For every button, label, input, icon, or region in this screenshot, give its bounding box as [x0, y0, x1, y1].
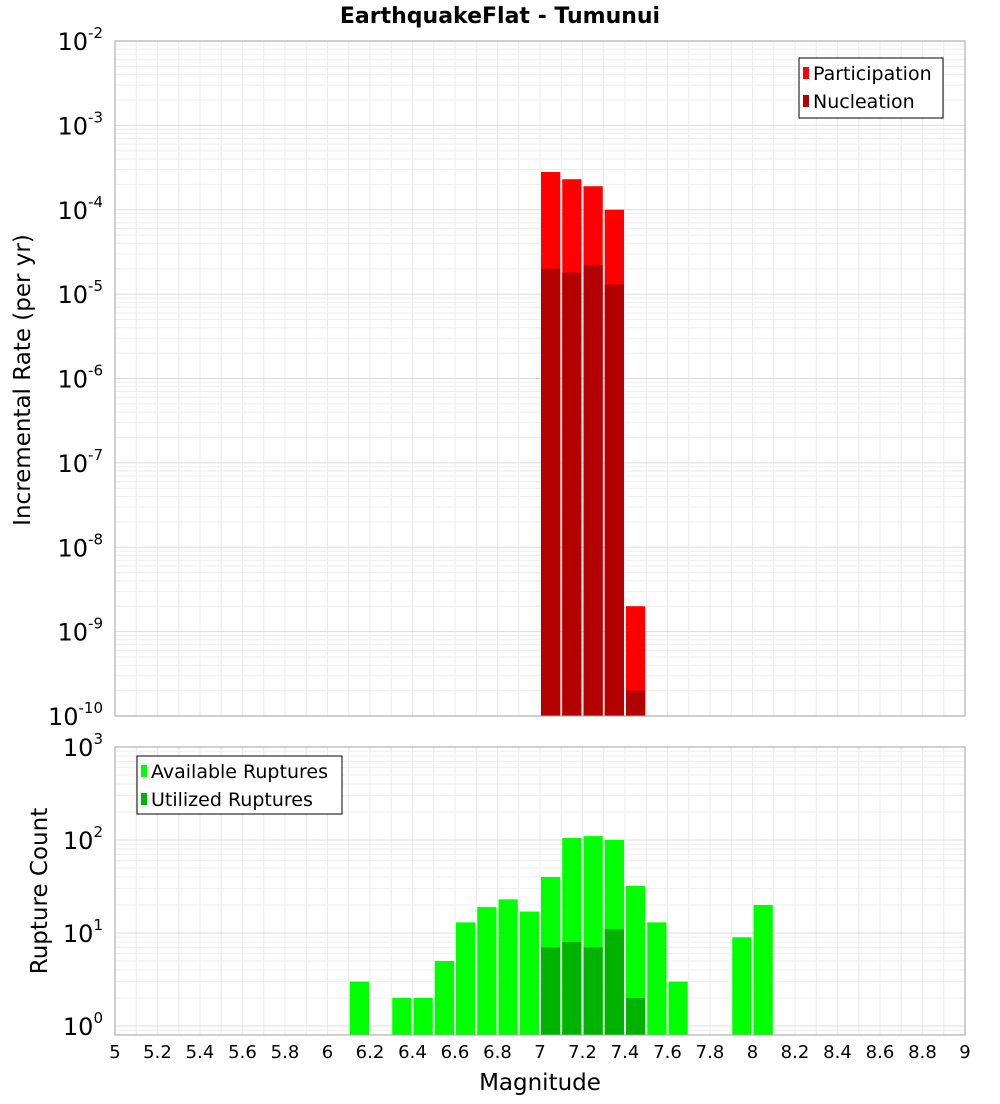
x-tick-label: 6.6 — [441, 1042, 470, 1063]
x-tick-label: 9 — [959, 1042, 970, 1063]
y-tick-label: 10-4 — [57, 193, 103, 225]
x-tick-label: 8.8 — [908, 1042, 937, 1063]
bar — [413, 997, 433, 1035]
y-tick-label: 10-2 — [57, 24, 103, 56]
bar — [626, 690, 646, 716]
y-tick-label: 10-8 — [57, 530, 103, 562]
bar — [562, 272, 582, 716]
y-tick-label: 10-6 — [57, 362, 103, 394]
bar — [626, 886, 646, 1035]
plot-panel-top: 10-10 10-9 10-8 10-7 10-6 10-5 10-4 10-3 10-2 Inc… — [10, 24, 966, 731]
x-tick-label: 5.8 — [271, 1042, 300, 1063]
bar — [626, 606, 646, 716]
bar — [604, 929, 624, 1035]
bar — [519, 911, 539, 1035]
legend-swatch — [803, 95, 809, 107]
x-tick-label: 7.4 — [611, 1042, 640, 1063]
plot-frame — [114, 40, 966, 717]
legend-box — [798, 57, 944, 119]
bar — [392, 997, 412, 1035]
legend-swatch — [141, 793, 147, 805]
bar — [541, 268, 561, 716]
series-nucleation — [541, 265, 646, 716]
bar — [604, 284, 624, 716]
bar — [583, 265, 603, 716]
x-tick-label: 7.6 — [653, 1042, 682, 1063]
legend: Participation Nucleation — [798, 57, 944, 119]
bar — [498, 899, 518, 1035]
legend-label: Utilized Ruptures — [151, 789, 313, 811]
legend-label: Participation — [813, 63, 932, 85]
x-axis-label: Magnitude — [479, 1070, 601, 1096]
y-tick-label: 10-10 — [48, 699, 103, 731]
legend-label: Available Ruptures — [151, 761, 328, 783]
y-tick-label: 103 — [63, 730, 103, 762]
legend: Available Ruptures Utilized Ruptures — [136, 755, 343, 815]
legend-swatch — [141, 765, 147, 777]
bar — [668, 981, 688, 1035]
bar — [562, 942, 582, 1035]
bar — [477, 907, 497, 1035]
x-tick-label: 8.2 — [781, 1042, 810, 1063]
x-tick-label: 8.6 — [866, 1042, 895, 1063]
legend-box — [136, 755, 343, 815]
x-tick-label: 5 — [109, 1042, 120, 1063]
legend-label: Nucleation — [813, 91, 915, 113]
y-tick-label: 10-5 — [57, 277, 103, 309]
y-tick-label: 100 — [63, 1009, 103, 1041]
legend-swatch — [803, 67, 809, 79]
bar — [626, 997, 646, 1035]
bar — [732, 937, 752, 1035]
bar — [583, 947, 603, 1035]
y-axis-label: Rupture Count — [27, 808, 53, 974]
x-tick-label: 8.4 — [823, 1042, 852, 1063]
y-tick-label: 10-9 — [57, 615, 103, 647]
x-tick-label: 6.4 — [398, 1042, 427, 1063]
bar — [541, 947, 561, 1035]
x-tick-label: 8 — [747, 1042, 758, 1063]
bar — [753, 904, 773, 1035]
plot-panel-bottom: 100 101 102 103 Rupture Count 5 5.2 5.4 5.6 5.8 6 6… — [27, 730, 971, 1096]
y-axis-label: Incremental Rate (per yr) — [10, 234, 36, 526]
x-tick-label: 5.2 — [143, 1042, 172, 1063]
x-tick-label: 7 — [534, 1042, 545, 1063]
grid — [114, 41, 966, 717]
bar — [349, 981, 369, 1035]
bar — [647, 922, 667, 1035]
x-tick-label: 6.2 — [356, 1042, 385, 1063]
x-tick-label: 7.2 — [568, 1042, 597, 1063]
y-tick-label: 102 — [63, 823, 103, 855]
chart-title: EarthquakeFlat - Tumunui — [340, 4, 660, 29]
y-tick-label: 10-7 — [57, 446, 103, 478]
bar — [456, 922, 476, 1035]
series-utilized-ruptures — [541, 929, 646, 1035]
plot-frame — [114, 746, 966, 1036]
x-tick-label: 5.4 — [186, 1042, 215, 1063]
x-tick-label: 5.6 — [228, 1042, 257, 1063]
bar — [434, 960, 454, 1035]
y-tick-label: 101 — [63, 916, 103, 948]
y-tick-label: 10-3 — [57, 108, 103, 140]
x-tick-label: 6 — [322, 1042, 333, 1063]
x-tick-label: 7.8 — [696, 1042, 725, 1063]
x-tick-label: 6.8 — [483, 1042, 512, 1063]
